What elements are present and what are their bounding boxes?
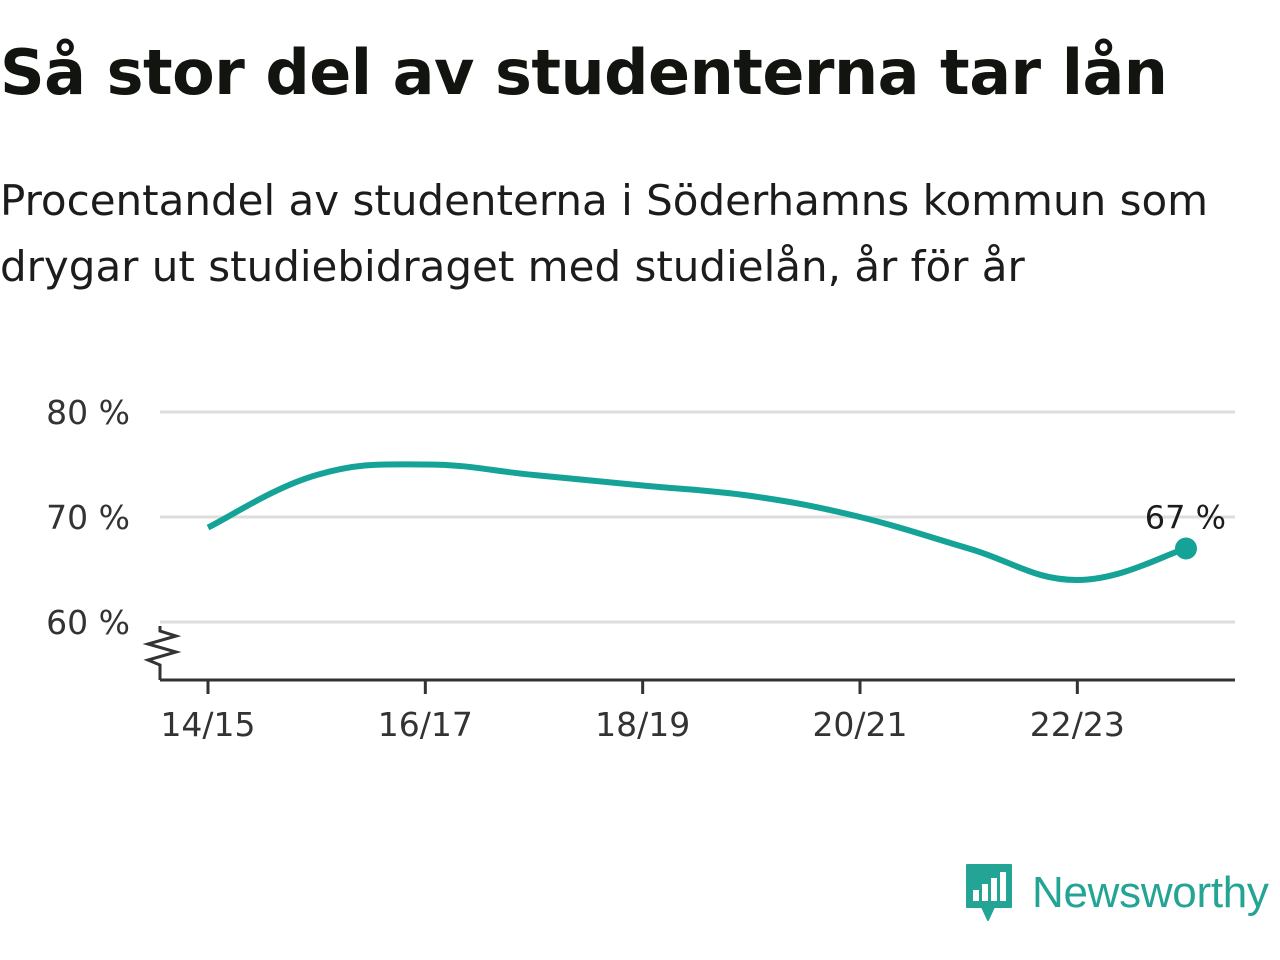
x-tick-label: 20/21 bbox=[812, 705, 907, 744]
x-axis-ticks: 14/15 16/17 18/19 20/21 22/23 bbox=[160, 680, 1125, 744]
y-tick-label: 60 % bbox=[46, 603, 130, 642]
bar-chart-speech-bubble-icon bbox=[966, 864, 1012, 921]
y-tick-label: 70 % bbox=[46, 498, 130, 537]
chart-subtitle: Procentandel av studenterna i Söderhamns… bbox=[0, 176, 1209, 291]
x-tick-label: 14/15 bbox=[160, 705, 255, 744]
end-point-marker bbox=[1175, 537, 1197, 560]
axis-break-icon bbox=[142, 626, 182, 680]
chart-title: Så stor del av studenterna tar lån bbox=[0, 36, 1168, 109]
x-tick-label: 18/19 bbox=[595, 705, 690, 744]
series: 67 % bbox=[206, 461, 1226, 583]
brand-name: Newsworthy bbox=[1032, 868, 1269, 917]
series-line bbox=[206, 461, 1187, 583]
newsworthy-logo: Newsworthy bbox=[964, 862, 1269, 924]
x-tick-label: 22/23 bbox=[1030, 705, 1125, 744]
gridlines bbox=[160, 410, 1235, 624]
y-axis-ticks: 60 % 70 % 80 % bbox=[46, 393, 130, 642]
line-chart: 60 % 70 % 80 % 14/15 16/17 18/19 20/21 22/23 6… bbox=[46, 393, 1235, 744]
axes bbox=[142, 626, 1235, 682]
y-tick-label: 80 % bbox=[46, 393, 130, 432]
end-value-label: 67 % bbox=[1145, 499, 1226, 537]
x-tick-label: 16/17 bbox=[378, 705, 473, 744]
